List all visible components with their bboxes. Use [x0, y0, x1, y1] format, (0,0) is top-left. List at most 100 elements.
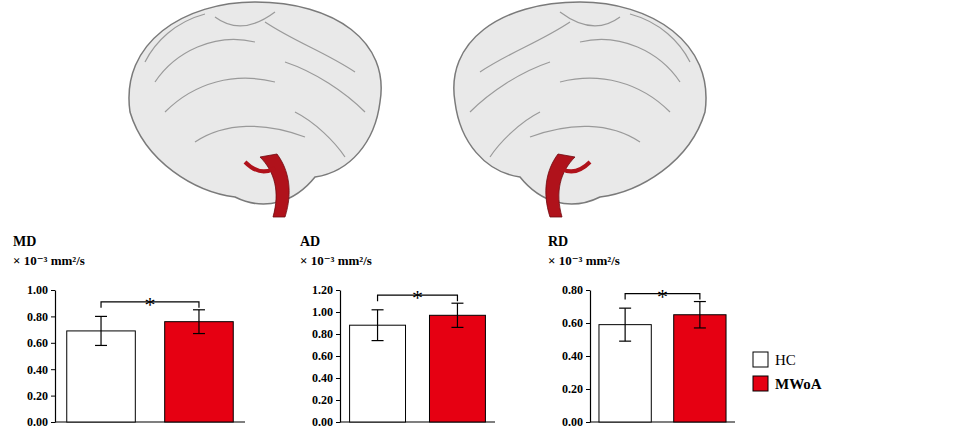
- tick-mark: [51, 422, 55, 423]
- tick-label: 0.40: [562, 349, 583, 363]
- tick-label: 0.20: [27, 389, 48, 403]
- figure: MD × 10⁻³ mm²/s 0.00 0.20 0.40 0.60 0.80 1.00 * A…: [0, 0, 955, 432]
- tick: 0.60: [312, 349, 340, 363]
- error-bar-cap: [619, 341, 631, 342]
- error-bar-stem: [198, 310, 199, 334]
- tick-label: 0.60: [27, 336, 48, 350]
- error-bar-cap: [95, 316, 107, 317]
- axis-line: [590, 291, 591, 423]
- tick-label: 1.00: [312, 305, 333, 319]
- panel: AD× 10⁻³ mm²/s0.000.200.400.600.801.001.…: [300, 234, 495, 429]
- tick-label: 0.80: [27, 310, 48, 324]
- tick-mark: [586, 422, 590, 423]
- tick: 0.40: [312, 371, 340, 385]
- tick-mark: [51, 316, 55, 317]
- axis-line: [340, 291, 341, 423]
- bar: [429, 315, 485, 422]
- brain-gyrus: [165, 78, 275, 112]
- brain: [129, 2, 381, 217]
- tick-mark: [51, 396, 55, 397]
- vessel-branch: [560, 162, 590, 171]
- tick: 0.80: [27, 310, 55, 324]
- tick: 1.20: [312, 283, 340, 297]
- axis-title: × 10⁻³ mm²/s: [300, 253, 372, 268]
- error-bar-cap: [95, 345, 107, 346]
- vessel-branch: [245, 162, 275, 171]
- brain-gyrus: [155, 39, 255, 82]
- axis-title: × 10⁻³ mm²/s: [13, 253, 85, 268]
- error-bar: [451, 303, 463, 327]
- error-bar-stem: [377, 310, 378, 341]
- panel-title: AD: [300, 234, 320, 249]
- tick-mark: [51, 343, 55, 344]
- brain-gyrus: [560, 12, 620, 26]
- tick-label: 0.80: [562, 283, 583, 297]
- tick-label: 0.00: [27, 415, 48, 429]
- plot-area: [599, 302, 726, 422]
- brain-gyrus: [265, 22, 355, 72]
- tick: 0.60: [27, 336, 55, 350]
- y-axis: 0.000.200.400.600.801.001.20: [312, 283, 341, 429]
- error-bar-cap: [451, 303, 463, 304]
- brain-outline: [454, 2, 706, 204]
- significance-label: *: [145, 292, 156, 317]
- brain-gyrus: [195, 126, 305, 142]
- legend-label: MWoA: [775, 376, 822, 392]
- error-bar: [95, 316, 107, 345]
- plot-area: [350, 303, 486, 422]
- tick: 0.80: [562, 283, 590, 297]
- brain-outline: [129, 2, 381, 204]
- axis-line: [55, 291, 56, 423]
- tick-mark: [586, 323, 590, 324]
- legend-label: HC: [775, 352, 796, 368]
- tick-mark: [586, 356, 590, 357]
- panel-title: MD: [13, 234, 36, 249]
- brain-gyrus: [215, 12, 275, 26]
- tick-mark: [586, 389, 590, 390]
- tick-label: 0.20: [562, 382, 583, 396]
- tick-mark: [336, 400, 340, 401]
- brain-gyrus: [295, 112, 345, 157]
- error-bar-cap: [451, 327, 463, 328]
- tick: 0.20: [27, 389, 55, 403]
- tick: 0.00: [312, 415, 340, 429]
- bar: [165, 322, 234, 422]
- error-bar: [619, 308, 631, 341]
- tick: 0.20: [562, 382, 590, 396]
- tick-label: 0.20: [312, 393, 333, 407]
- tick-mark: [336, 378, 340, 379]
- tick-mark: [336, 356, 340, 357]
- error-bar: [372, 310, 384, 341]
- tick-mark: [51, 369, 55, 370]
- error-bar: [193, 310, 205, 334]
- panel-title: RD: [548, 234, 568, 249]
- tick: 0.20: [312, 393, 340, 407]
- y-axis: 0.000.200.400.600.801.00: [27, 283, 56, 429]
- panel: MD× 10⁻³ mm²/s0.000.200.400.600.801.00*: [13, 234, 245, 429]
- error-bar-cap: [372, 309, 384, 310]
- bar: [674, 315, 726, 422]
- tick-mark: [336, 422, 340, 423]
- tick-label: 0.40: [27, 363, 48, 377]
- brain-illustration: [129, 2, 706, 217]
- significance-label: *: [657, 284, 668, 309]
- error-bar-cap: [694, 301, 706, 302]
- error-bar-cap: [372, 340, 384, 341]
- tick-mark: [336, 334, 340, 335]
- error-bar-stem: [625, 308, 626, 341]
- legend: HC MWoA: [753, 352, 822, 392]
- error-bar-cap: [619, 308, 631, 309]
- plot-area: [67, 310, 233, 422]
- error-bar-stem: [100, 316, 101, 345]
- brain-gyrus: [530, 126, 640, 142]
- vessel: [260, 154, 289, 217]
- axis-title: × 10⁻³ mm²/s: [548, 253, 620, 268]
- panel: RD× 10⁻³ mm²/s0.000.200.400.600.80*: [548, 234, 735, 429]
- brain-gyrus: [490, 112, 540, 157]
- brain-gyrus: [560, 78, 670, 112]
- y-axis: 0.000.200.400.600.80: [562, 283, 591, 429]
- vessel: [546, 154, 575, 217]
- tick-mark: [586, 290, 590, 291]
- error-bar-cap: [193, 333, 205, 334]
- tick-mark: [336, 290, 340, 291]
